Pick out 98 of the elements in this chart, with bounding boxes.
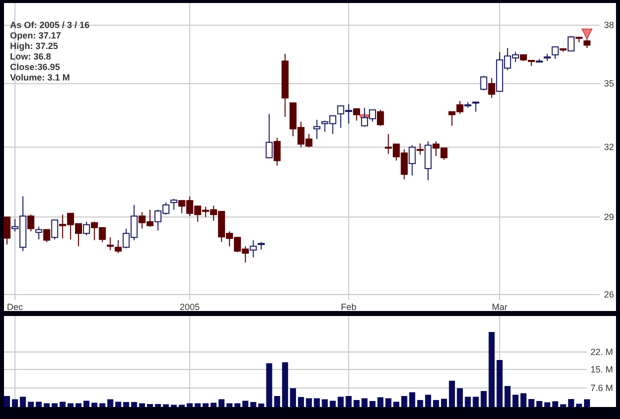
bar	[210, 402, 217, 407]
candlestick	[82, 221, 90, 236]
bar	[298, 397, 304, 407]
candlestick	[424, 140, 432, 181]
y-tick-label: 32	[604, 142, 614, 152]
bar	[385, 398, 392, 407]
bar	[28, 402, 34, 407]
bar	[488, 332, 495, 407]
y-tick-label: 7.6 M	[590, 383, 613, 393]
bar	[417, 400, 424, 407]
candlestick	[552, 46, 559, 60]
bar	[560, 404, 566, 407]
bar	[242, 400, 248, 407]
bar	[568, 399, 574, 407]
x-tick-label: Dec	[6, 302, 24, 312]
bar	[496, 360, 503, 407]
annotation: As Of: 2005 / 3 / 16	[10, 20, 90, 30]
bar	[226, 403, 232, 407]
y-tick-label: 29	[604, 212, 614, 222]
annotation: Low: 36.8	[10, 52, 52, 62]
bar	[433, 400, 440, 407]
candlestick	[480, 75, 488, 91]
annotation: Open: 37.17	[10, 30, 62, 40]
candlestick	[4, 216, 10, 245]
bar	[456, 388, 463, 407]
bar	[83, 400, 90, 407]
candlestick	[568, 35, 575, 52]
bar	[218, 399, 225, 407]
bar	[154, 404, 161, 407]
bar	[520, 393, 526, 407]
bar	[274, 396, 280, 407]
candlestick	[27, 214, 34, 232]
candlestick	[250, 240, 257, 258]
bar	[354, 400, 360, 407]
bar	[584, 399, 590, 407]
bar	[282, 362, 288, 407]
bar	[576, 404, 582, 407]
candlestick	[353, 108, 360, 122]
x-tick-label: Mar	[492, 302, 508, 312]
bar	[234, 403, 240, 407]
candlestick	[488, 77, 496, 98]
candlestick	[106, 236, 114, 251]
bar	[194, 403, 201, 407]
y-tick-label: 38	[604, 20, 614, 30]
y-tick-label: 35	[604, 78, 614, 89]
x-tick-label: 2005	[180, 302, 200, 312]
bar	[362, 398, 368, 407]
candlestick	[472, 102, 480, 112]
bar	[504, 386, 511, 407]
candlestick	[35, 226, 42, 240]
bar	[12, 399, 18, 407]
y-tick-label: 15. M	[590, 364, 613, 374]
candlestick	[170, 198, 178, 210]
bar	[162, 404, 169, 407]
bar	[123, 402, 130, 407]
bar	[20, 396, 26, 407]
bar	[393, 402, 400, 407]
bar	[202, 403, 209, 407]
x-tick-label: Feb	[340, 302, 356, 312]
y-tick-label: 26	[604, 290, 614, 300]
bar	[306, 398, 312, 407]
bar	[448, 380, 455, 407]
bar	[425, 394, 432, 407]
bar	[314, 398, 320, 407]
bar	[377, 397, 384, 407]
candlestick	[266, 113, 273, 159]
candlestick	[408, 144, 416, 176]
bar	[4, 396, 10, 407]
bar	[91, 402, 98, 407]
bar	[60, 402, 66, 407]
bar	[322, 399, 328, 407]
bar	[440, 398, 447, 407]
candlestick	[416, 142, 424, 156]
bar	[536, 401, 542, 407]
candlestick	[114, 240, 122, 254]
bar	[99, 403, 106, 407]
annotation: High: 37.25	[10, 41, 58, 51]
candlestick	[313, 119, 320, 140]
bar	[76, 403, 82, 407]
bar	[131, 402, 138, 407]
y-tick-label: 22. M	[590, 347, 613, 357]
bar	[369, 401, 376, 407]
bar	[528, 399, 534, 407]
bar	[512, 394, 518, 407]
bar	[346, 396, 352, 407]
bar	[290, 388, 296, 407]
bar	[464, 396, 471, 407]
candlestick	[51, 219, 58, 240]
candlestick	[274, 137, 281, 166]
candlestick	[376, 109, 384, 126]
annotation: Close:36.95	[10, 62, 60, 72]
bar	[68, 403, 74, 407]
annotation: Volume: 3.1 M	[10, 72, 70, 82]
bar	[139, 403, 146, 407]
bar	[266, 363, 272, 407]
bar	[147, 404, 154, 407]
candlestick	[43, 229, 50, 243]
bar	[52, 403, 58, 407]
